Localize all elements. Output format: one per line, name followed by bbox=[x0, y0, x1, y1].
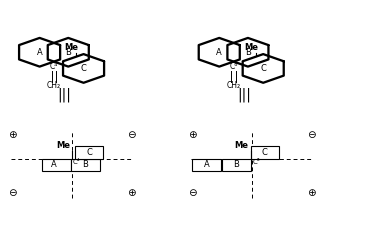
Text: A: A bbox=[37, 48, 42, 57]
Text: B: B bbox=[65, 48, 71, 57]
Text: ⊖: ⊖ bbox=[306, 131, 315, 140]
Bar bbox=[251, 146, 279, 159]
Text: |||: ||| bbox=[57, 88, 71, 102]
Text: Me: Me bbox=[64, 43, 78, 52]
Bar bbox=[71, 159, 100, 171]
Text: ⊕: ⊕ bbox=[188, 131, 197, 140]
Text: ⊕: ⊕ bbox=[306, 188, 315, 198]
Text: Me: Me bbox=[244, 43, 258, 52]
Bar bbox=[222, 159, 251, 171]
Text: A: A bbox=[51, 161, 57, 169]
Text: C: C bbox=[86, 148, 92, 157]
Text: A: A bbox=[204, 161, 209, 169]
Text: ⊖: ⊖ bbox=[188, 188, 197, 198]
Text: Me: Me bbox=[56, 141, 70, 150]
Text: C: C bbox=[80, 64, 87, 73]
Bar bbox=[42, 159, 71, 171]
Bar bbox=[75, 146, 104, 159]
Text: C⁴: C⁴ bbox=[50, 62, 58, 71]
Text: CH₂: CH₂ bbox=[47, 81, 61, 90]
Text: ⊖: ⊖ bbox=[127, 131, 136, 140]
Text: C⁶: C⁶ bbox=[229, 62, 238, 71]
Text: C⁶: C⁶ bbox=[253, 159, 260, 165]
Text: ⊕: ⊕ bbox=[8, 131, 17, 140]
Text: C⁴: C⁴ bbox=[73, 159, 80, 165]
Text: ⊕: ⊕ bbox=[127, 188, 136, 198]
Text: ⊖: ⊖ bbox=[8, 188, 17, 198]
Text: |||: ||| bbox=[237, 88, 251, 102]
Text: B: B bbox=[233, 161, 239, 169]
Text: A: A bbox=[216, 48, 222, 57]
Bar bbox=[192, 159, 221, 171]
Text: B: B bbox=[245, 48, 251, 57]
Text: Me: Me bbox=[235, 141, 249, 150]
Text: C: C bbox=[260, 64, 266, 73]
Text: C: C bbox=[262, 148, 268, 157]
Text: B: B bbox=[82, 161, 88, 169]
Text: CH₂: CH₂ bbox=[226, 81, 241, 90]
